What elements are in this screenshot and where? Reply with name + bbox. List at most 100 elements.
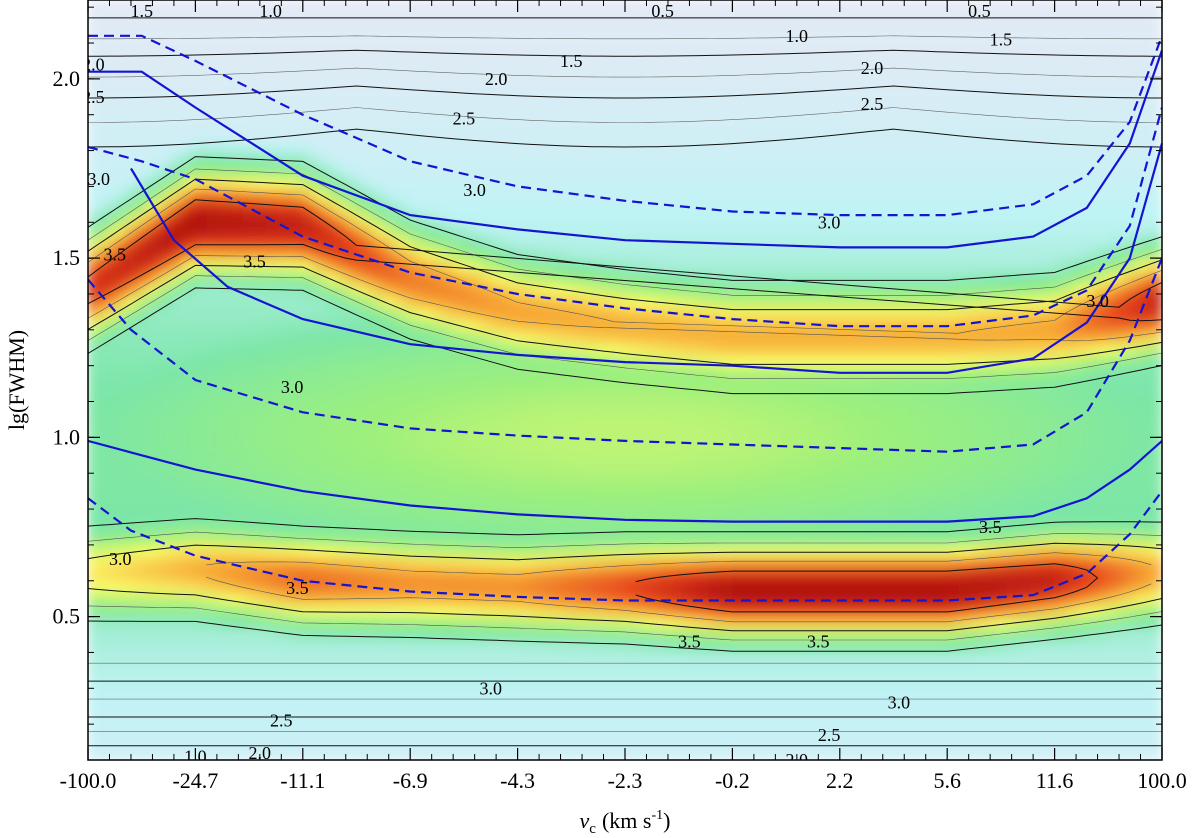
heatmap-cell [373, 106, 387, 120]
heatmap-cell [171, 688, 184, 702]
heatmap-cell [230, 379, 244, 393]
heatmap-cell [791, 522, 805, 535]
heatmap-cell [946, 617, 960, 630]
heatmap-cell [982, 712, 996, 725]
heatmap-cell [385, 58, 399, 72]
heatmap-cell [827, 676, 841, 690]
heatmap-cell [194, 391, 208, 405]
heatmap-cell [302, 700, 316, 713]
heatmap-cell [517, 130, 530, 143]
heatmap-cell [660, 427, 674, 440]
heatmap-cell [505, 106, 519, 120]
heatmap-cell [457, 177, 471, 191]
heatmap-cell [194, 248, 208, 262]
heatmap-cell [958, 118, 972, 132]
heatmap-cell [1006, 747, 1020, 760]
heatmap-cell [791, 177, 805, 191]
heatmap-cell [314, 82, 328, 96]
heatmap-cell [910, 747, 924, 760]
heatmap-cell [206, 664, 220, 678]
heatmap-cell [99, 284, 113, 298]
heatmap-cell [839, 640, 853, 654]
heatmap-cell [720, 320, 733, 333]
heatmap-cell [541, 272, 554, 286]
heatmap-cell [266, 130, 280, 143]
heatmap-cell [576, 438, 590, 452]
heatmap-cell [576, 379, 590, 393]
heatmap-cell [338, 367, 351, 381]
heatmap-cell [123, 723, 137, 737]
heatmap-cell [99, 652, 113, 666]
heatmap-cell [863, 70, 877, 84]
heatmap-cell [433, 735, 447, 749]
heatmap-cell [815, 118, 829, 132]
heatmap-cell [529, 201, 542, 215]
heatmap-cell [397, 177, 411, 191]
heatmap-cell [612, 260, 626, 274]
heatmap-cell [791, 498, 805, 512]
heatmap-cell [194, 70, 208, 84]
heatmap-cell [147, 747, 161, 760]
heatmap-cell [242, 486, 256, 500]
heatmap-cell [648, 391, 662, 405]
heatmap-cell [266, 308, 280, 322]
heatmap-cell [409, 82, 423, 96]
heatmap-cell [397, 569, 411, 583]
heatmap-cell [564, 427, 578, 440]
heatmap-cell [684, 676, 698, 690]
heatmap-cell [123, 628, 137, 642]
heatmap-cell [88, 664, 101, 678]
heatmap-cell [421, 58, 435, 72]
heatmap-cell [660, 94, 674, 108]
heatmap-cell [385, 415, 399, 428]
heatmap-cell [970, 332, 984, 345]
heatmap-cell [576, 153, 590, 167]
heatmap-cell [612, 82, 626, 96]
heatmap-cell [99, 153, 113, 167]
heatmap-cell [887, 58, 900, 72]
heatmap-cell [636, 118, 650, 132]
heatmap-cell [171, 735, 184, 749]
heatmap-cell [135, 260, 149, 274]
heatmap-cell [517, 0, 530, 13]
heatmap-cell [135, 569, 149, 583]
heatmap-cell [851, 617, 865, 630]
heatmap-cell [564, 130, 578, 143]
heatmap-cell [899, 712, 912, 725]
heatmap-cell [946, 248, 960, 262]
heatmap-cell [743, 462, 757, 476]
heatmap-cell [720, 260, 733, 274]
heatmap-cell [88, 379, 101, 393]
heatmap-cell [541, 189, 554, 203]
heatmap-cell [779, 343, 793, 357]
heatmap-cell [564, 474, 578, 488]
heatmap-cell [218, 700, 232, 713]
heatmap-cell [123, 735, 137, 749]
heatmap-cell [564, 712, 578, 725]
heatmap-cell [218, 438, 232, 452]
heatmap-cell [958, 427, 972, 440]
heatmap-cell [362, 628, 375, 642]
heatmap-cell [206, 355, 220, 369]
heatmap-cell [612, 248, 626, 262]
heatmap-cell [493, 0, 507, 13]
heatmap-cell [397, 106, 411, 120]
heatmap-cell [922, 391, 936, 405]
heatmap-cell [851, 47, 865, 60]
heatmap-cell [326, 70, 340, 84]
heatmap-cell [409, 272, 423, 286]
heatmap-cell [242, 438, 256, 452]
heatmap-cell [839, 0, 853, 13]
heatmap-cell [684, 403, 698, 417]
heatmap-cell [934, 688, 948, 702]
heatmap-cell [421, 747, 435, 760]
heatmap-cell [99, 676, 113, 690]
heatmap-cell [875, 367, 888, 381]
heatmap-cell [600, 415, 614, 428]
heatmap-cell [385, 379, 399, 393]
heatmap-cell [648, 248, 662, 262]
heatmap-cell [552, 260, 566, 274]
heatmap-cell [684, 201, 698, 215]
heatmap-cell [362, 35, 375, 48]
heatmap-cell [278, 415, 292, 428]
